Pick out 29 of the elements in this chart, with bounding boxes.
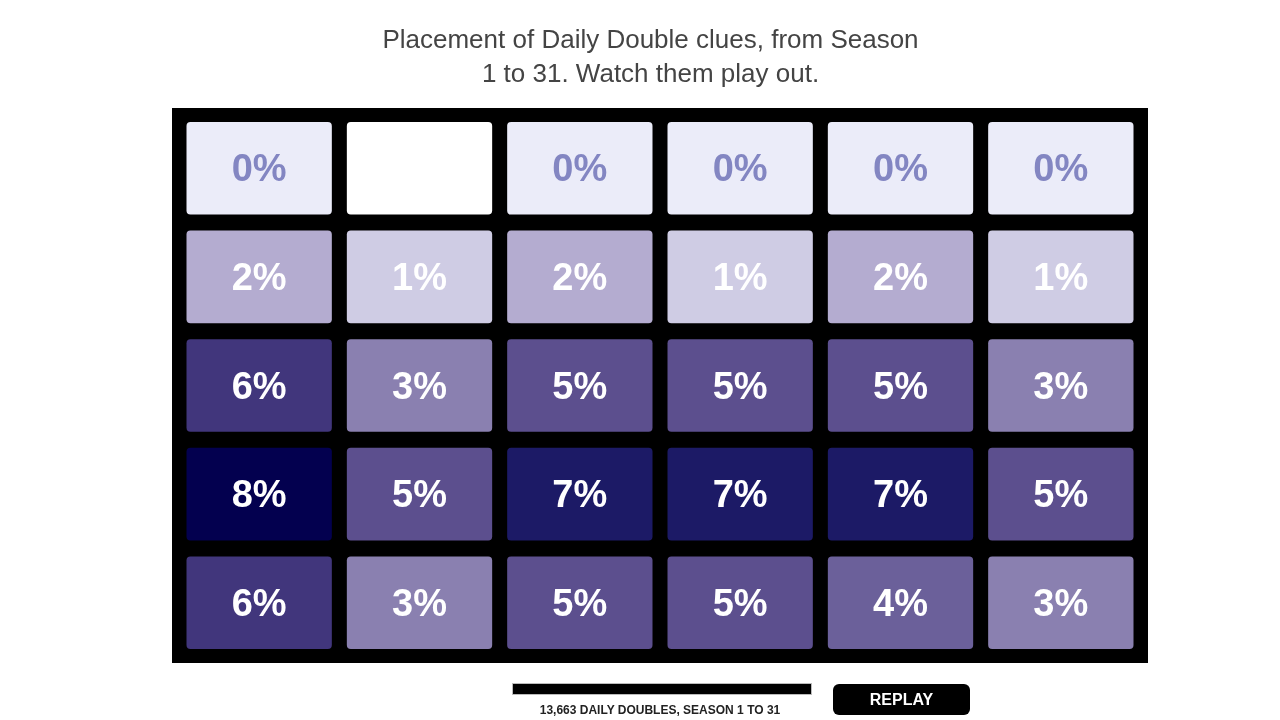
data-label: 8% bbox=[231, 473, 287, 516]
data-label: 2% bbox=[231, 255, 287, 298]
data-label: 5% bbox=[1033, 473, 1089, 516]
data-label: 5% bbox=[873, 364, 928, 407]
data-label: 3% bbox=[1033, 581, 1089, 624]
data-label: 0% bbox=[873, 147, 928, 190]
data-label: 5% bbox=[552, 581, 608, 624]
data-label: 6% bbox=[231, 364, 287, 407]
data-label: 2% bbox=[552, 255, 608, 298]
data-label: 3% bbox=[392, 581, 447, 624]
data-label: 3% bbox=[392, 364, 447, 407]
data-label: 4% bbox=[873, 581, 928, 624]
data-label: 5% bbox=[392, 473, 447, 516]
text: 13,663 DAILY DOUBLES, SEASON 1 TO 31 bbox=[538, 703, 782, 717]
data-label: 5% bbox=[712, 364, 768, 407]
data-label: 7% bbox=[873, 473, 928, 516]
data-label: 3% bbox=[1033, 364, 1089, 407]
data-label: 0% bbox=[1033, 147, 1089, 190]
data-label: 7% bbox=[552, 473, 608, 516]
data-label: 2% bbox=[873, 255, 928, 298]
data-label: 5% bbox=[552, 364, 608, 407]
data-label: 0% bbox=[712, 147, 768, 190]
replay-button: REPLAY bbox=[833, 684, 970, 715]
data-label: 0% bbox=[552, 147, 608, 190]
data-label: 0% bbox=[231, 147, 287, 190]
chart-title: Placement of Daily Double clues, from Season 1 to 31. Watch them play out. bbox=[381, 23, 920, 90]
data-label: 5% bbox=[712, 581, 768, 624]
data-label: 7% bbox=[712, 473, 768, 516]
data-label: 6% bbox=[231, 581, 287, 624]
